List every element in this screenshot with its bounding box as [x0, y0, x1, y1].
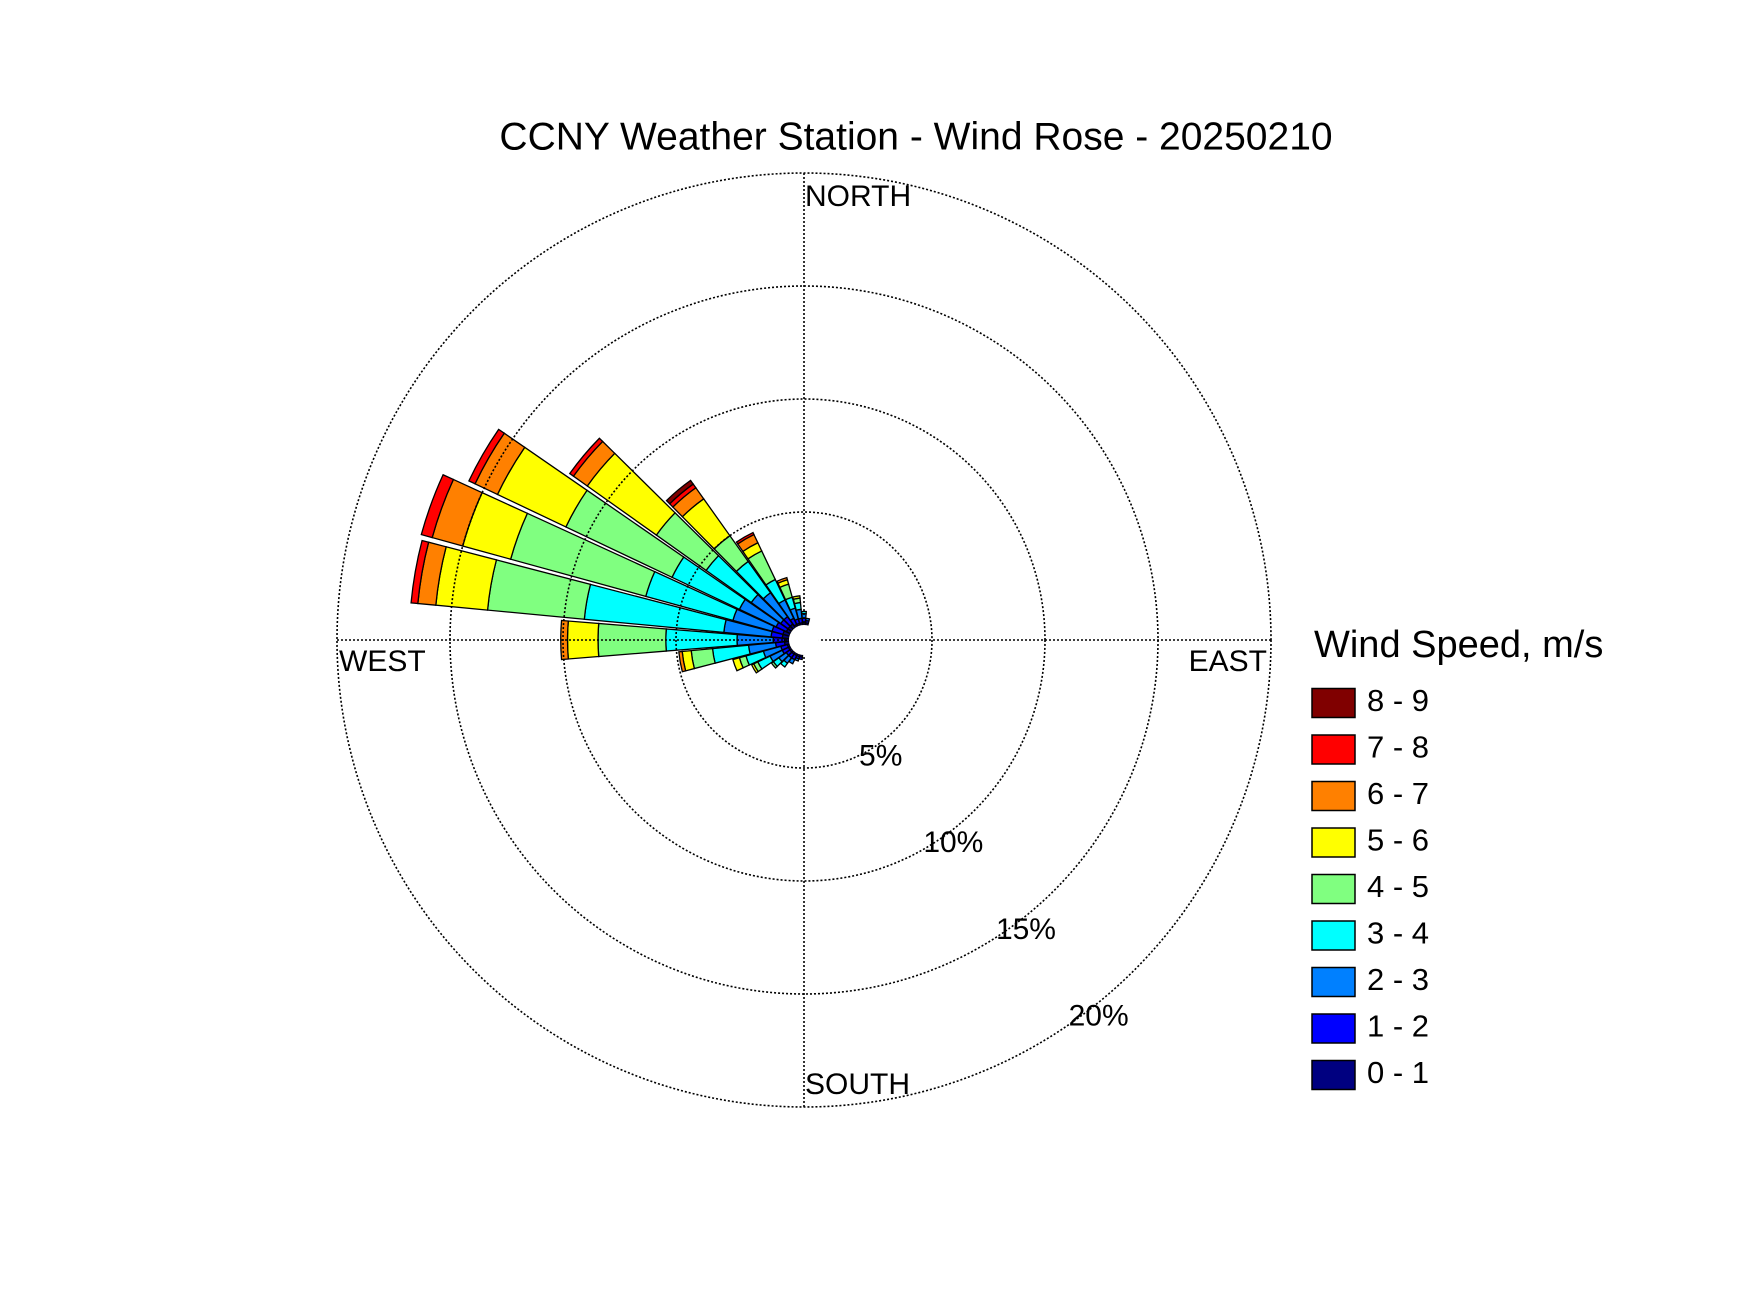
wedge — [568, 437, 604, 478]
center-hole — [789, 625, 819, 655]
wedge — [560, 619, 569, 661]
direction-label: WEST — [339, 645, 426, 678]
wedge — [792, 595, 801, 601]
legend-label: 1 - 2 — [1367, 1009, 1429, 1044]
legend-swatch — [1311, 827, 1356, 858]
legend-label: 0 - 1 — [1367, 1055, 1429, 1090]
legend-label: 3 - 4 — [1367, 916, 1429, 951]
legend-swatch — [1311, 873, 1356, 905]
wedge — [665, 479, 695, 505]
r-tick-label: 20% — [1069, 999, 1129, 1032]
r-tick-label: 15% — [996, 913, 1056, 946]
grid-ring — [562, 398, 1046, 882]
legend-label: 8 - 9 — [1367, 683, 1429, 718]
wedge — [678, 650, 687, 673]
legend-title: Wind Speed, m/s — [1314, 624, 1603, 666]
wedge — [732, 656, 744, 672]
wedge — [750, 663, 760, 674]
wedge — [410, 539, 430, 605]
wedge — [597, 622, 667, 658]
wedge — [805, 617, 811, 622]
legend-label: 6 - 7 — [1367, 776, 1429, 811]
legend-label: 7 - 8 — [1367, 730, 1429, 765]
legend-swatch — [1311, 780, 1356, 812]
direction-label: SOUTH — [805, 1068, 910, 1101]
wedge — [735, 531, 755, 545]
grid-ring — [449, 285, 1159, 995]
legend-label: 4 - 5 — [1367, 869, 1429, 904]
r-tick-label: 5% — [859, 740, 902, 773]
chart-title: CCNY Weather Station - Wind Rose - 20250… — [499, 115, 1332, 158]
legend-label: 5 - 6 — [1367, 823, 1429, 858]
wedge — [435, 545, 498, 611]
wedge — [468, 428, 506, 485]
direction-label: EAST — [1189, 645, 1267, 678]
wedge — [690, 647, 716, 670]
grid-ring — [336, 172, 1272, 1108]
r-tick-label: 10% — [923, 826, 983, 859]
legend-label: 2 - 3 — [1367, 962, 1429, 997]
legend-swatch — [1311, 734, 1356, 765]
grid-ring — [675, 511, 933, 769]
legend-swatch — [1311, 687, 1356, 719]
legend-swatch — [1311, 920, 1356, 951]
legend-swatch — [1311, 1013, 1356, 1044]
wedge — [776, 576, 789, 585]
direction-label: NORTH — [805, 180, 911, 213]
legend-swatch — [1311, 1059, 1356, 1091]
legend-swatch — [1311, 966, 1356, 998]
wedge — [420, 473, 455, 539]
wedges — [410, 428, 811, 674]
